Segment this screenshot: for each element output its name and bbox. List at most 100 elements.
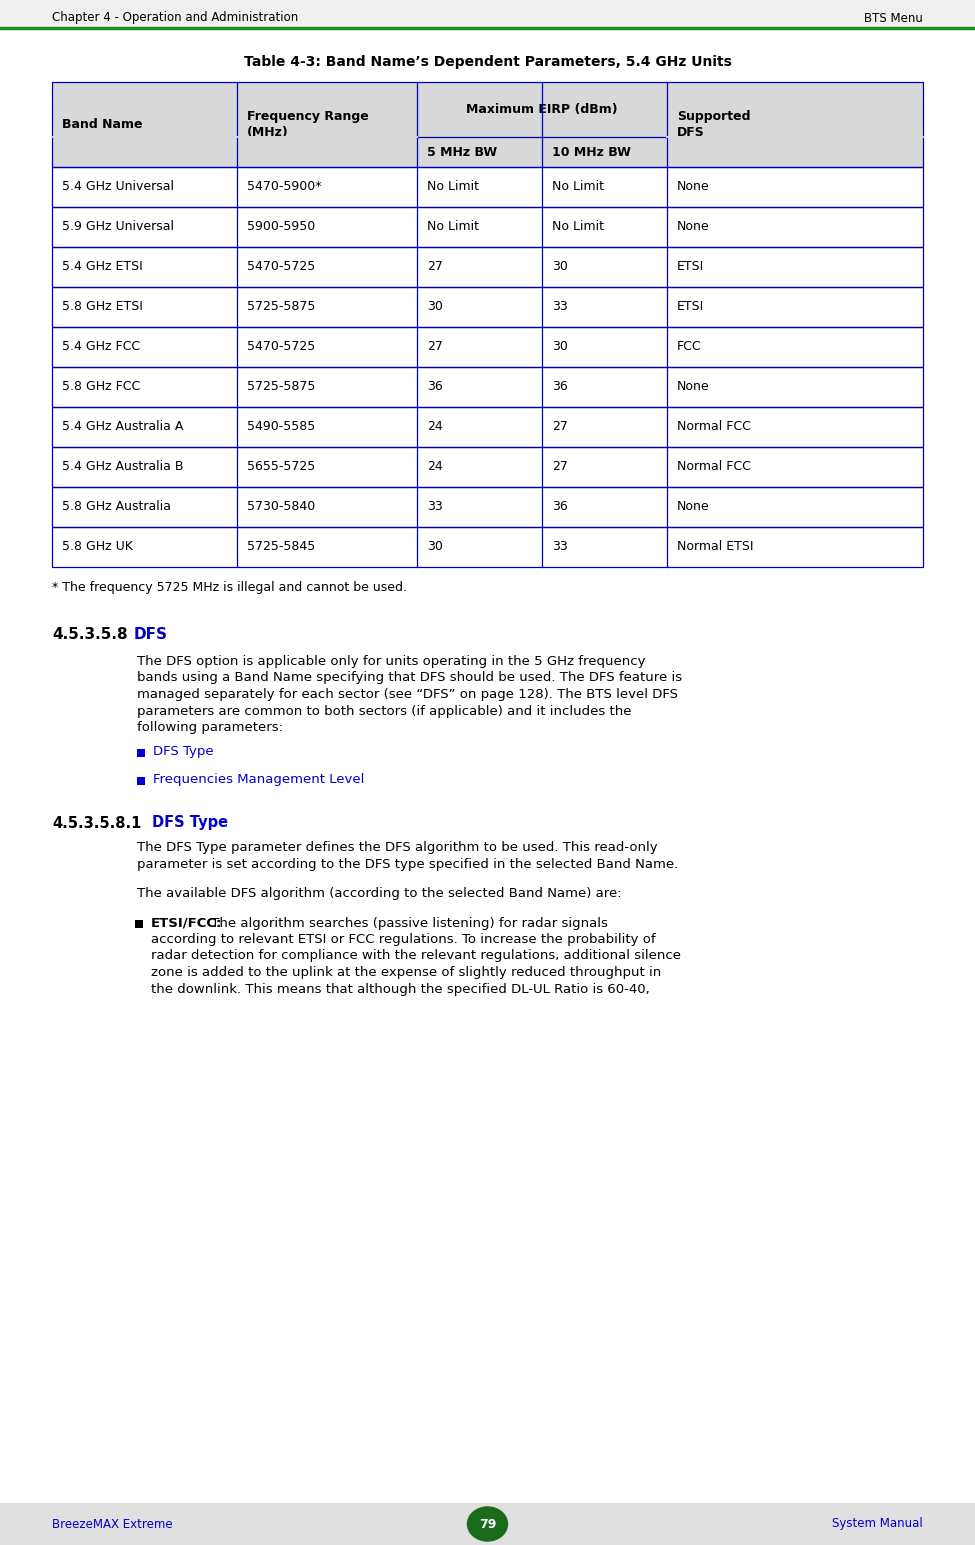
Text: 27: 27 bbox=[427, 340, 443, 354]
Text: No Limit: No Limit bbox=[552, 221, 604, 233]
Bar bbox=[52, 207, 923, 247]
Bar bbox=[52, 328, 923, 368]
Bar bbox=[52, 82, 923, 167]
Text: 5470-5725: 5470-5725 bbox=[247, 261, 315, 273]
Bar bbox=[52, 247, 923, 287]
Text: DFS: DFS bbox=[134, 627, 168, 643]
Text: DFS Type: DFS Type bbox=[153, 746, 214, 759]
Text: BTS Menu: BTS Menu bbox=[864, 11, 923, 25]
Bar bbox=[52, 82, 923, 167]
Text: 5.4 GHz Australia B: 5.4 GHz Australia B bbox=[62, 460, 183, 473]
Text: 30: 30 bbox=[427, 300, 443, 314]
Text: Normal ETSI: Normal ETSI bbox=[677, 541, 754, 553]
Text: 5725-5875: 5725-5875 bbox=[247, 380, 315, 394]
Text: managed separately for each sector (see “DFS” on page 128). The BTS level DFS: managed separately for each sector (see … bbox=[137, 688, 678, 701]
Text: zone is added to the uplink at the expense of slightly reduced throughput in: zone is added to the uplink at the expen… bbox=[151, 966, 661, 980]
Text: None: None bbox=[677, 181, 710, 193]
Bar bbox=[52, 487, 923, 527]
Bar bbox=[52, 328, 923, 368]
Text: 5.8 GHz Australia: 5.8 GHz Australia bbox=[62, 501, 171, 513]
Text: FCC: FCC bbox=[677, 340, 702, 354]
Text: BreezeMAX Extreme: BreezeMAX Extreme bbox=[52, 1517, 173, 1531]
Text: 24: 24 bbox=[427, 460, 443, 473]
Text: Band Name: Band Name bbox=[62, 117, 142, 131]
Text: Chapter 4 - Operation and Administration: Chapter 4 - Operation and Administration bbox=[52, 11, 298, 25]
Text: The DFS Type parameter defines the DFS algorithm to be used. This read-only: The DFS Type parameter defines the DFS a… bbox=[137, 842, 657, 854]
Text: the downlink. This means that although the specified DL-UL Ratio is 60-40,: the downlink. This means that although t… bbox=[151, 983, 649, 995]
Bar bbox=[52, 447, 923, 487]
Text: 36: 36 bbox=[552, 380, 567, 394]
Text: 30: 30 bbox=[552, 261, 567, 273]
Bar bbox=[135, 919, 143, 927]
Text: bands using a Band Name specifying that DFS should be used. The DFS feature is: bands using a Band Name specifying that … bbox=[137, 672, 682, 684]
Text: 36: 36 bbox=[427, 380, 443, 394]
Text: Frequency Range
(MHz): Frequency Range (MHz) bbox=[247, 110, 369, 139]
Bar bbox=[52, 167, 923, 207]
Text: * The frequency 5725 MHz is illegal and cannot be used.: * The frequency 5725 MHz is illegal and … bbox=[52, 581, 407, 593]
Text: Table 4-3: Band Name’s Dependent Parameters, 5.4 GHz Units: Table 4-3: Band Name’s Dependent Paramet… bbox=[244, 56, 731, 70]
Text: 36: 36 bbox=[552, 501, 567, 513]
Text: The algorithm searches (passive listening) for radar signals: The algorithm searches (passive listenin… bbox=[207, 916, 607, 930]
Bar bbox=[52, 527, 923, 567]
Text: 33: 33 bbox=[552, 300, 567, 314]
Text: 10 MHz BW: 10 MHz BW bbox=[552, 145, 631, 159]
Text: 30: 30 bbox=[427, 541, 443, 553]
Bar bbox=[52, 447, 923, 487]
Text: ETSI/FCC:: ETSI/FCC: bbox=[151, 916, 222, 930]
Text: 5470-5725: 5470-5725 bbox=[247, 340, 315, 354]
Bar bbox=[52, 287, 923, 328]
Bar bbox=[52, 406, 923, 447]
Text: 5900-5950: 5900-5950 bbox=[247, 221, 315, 233]
Text: The DFS option is applicable only for units operating in the 5 GHz frequency: The DFS option is applicable only for un… bbox=[137, 655, 645, 667]
Bar bbox=[52, 368, 923, 406]
Text: No Limit: No Limit bbox=[427, 221, 479, 233]
Text: 27: 27 bbox=[427, 261, 443, 273]
Text: 5.4 GHz Universal: 5.4 GHz Universal bbox=[62, 181, 174, 193]
Bar bbox=[52, 167, 923, 207]
Text: 33: 33 bbox=[552, 541, 567, 553]
Text: radar detection for compliance with the relevant regulations, additional silence: radar detection for compliance with the … bbox=[151, 950, 681, 963]
Text: 30: 30 bbox=[552, 340, 567, 354]
Text: The available DFS algorithm (according to the selected Band Name) are:: The available DFS algorithm (according t… bbox=[137, 887, 622, 899]
Text: 5655-5725: 5655-5725 bbox=[247, 460, 315, 473]
Bar bbox=[52, 487, 923, 527]
Text: parameters are common to both sectors (if applicable) and it includes the: parameters are common to both sectors (i… bbox=[137, 705, 632, 717]
Bar bbox=[52, 368, 923, 406]
Text: 5 MHz BW: 5 MHz BW bbox=[427, 145, 497, 159]
Text: 5470-5900*: 5470-5900* bbox=[247, 181, 322, 193]
Ellipse shape bbox=[467, 1506, 508, 1540]
Bar bbox=[52, 406, 923, 447]
Text: ETSI: ETSI bbox=[677, 300, 704, 314]
Bar bbox=[52, 207, 923, 247]
Text: None: None bbox=[677, 380, 710, 394]
Text: 5490-5585: 5490-5585 bbox=[247, 420, 315, 434]
Text: parameter is set according to the DFS type specified in the selected Band Name.: parameter is set according to the DFS ty… bbox=[137, 857, 679, 871]
Text: Normal FCC: Normal FCC bbox=[677, 420, 751, 434]
Text: 24: 24 bbox=[427, 420, 443, 434]
Bar bbox=[52, 247, 923, 287]
Bar bbox=[137, 777, 145, 785]
Text: 5.4 GHz ETSI: 5.4 GHz ETSI bbox=[62, 261, 142, 273]
Bar bbox=[52, 287, 923, 328]
Text: No Limit: No Limit bbox=[552, 181, 604, 193]
Text: 4.5.3.5.8: 4.5.3.5.8 bbox=[52, 627, 128, 643]
Text: 5.4 GHz FCC: 5.4 GHz FCC bbox=[62, 340, 140, 354]
Text: Maximum EIRP (dBm): Maximum EIRP (dBm) bbox=[466, 104, 618, 116]
Text: 27: 27 bbox=[552, 460, 567, 473]
Text: 33: 33 bbox=[427, 501, 443, 513]
Text: according to relevant ETSI or FCC regulations. To increase the probability of: according to relevant ETSI or FCC regula… bbox=[151, 933, 655, 946]
Text: Supported
DFS: Supported DFS bbox=[677, 110, 751, 139]
Text: None: None bbox=[677, 501, 710, 513]
Text: Frequencies Management Level: Frequencies Management Level bbox=[153, 774, 365, 786]
Text: 5.8 GHz ETSI: 5.8 GHz ETSI bbox=[62, 300, 143, 314]
Text: No Limit: No Limit bbox=[427, 181, 479, 193]
Text: 5.8 GHz FCC: 5.8 GHz FCC bbox=[62, 380, 140, 394]
Bar bbox=[52, 527, 923, 567]
Bar bbox=[0, 1503, 975, 1545]
Text: 5725-5875: 5725-5875 bbox=[247, 300, 315, 314]
Text: None: None bbox=[677, 221, 710, 233]
Text: 5730-5840: 5730-5840 bbox=[247, 501, 315, 513]
Text: 5.4 GHz Australia A: 5.4 GHz Australia A bbox=[62, 420, 183, 434]
Text: following parameters:: following parameters: bbox=[137, 722, 283, 734]
Bar bbox=[137, 748, 145, 757]
